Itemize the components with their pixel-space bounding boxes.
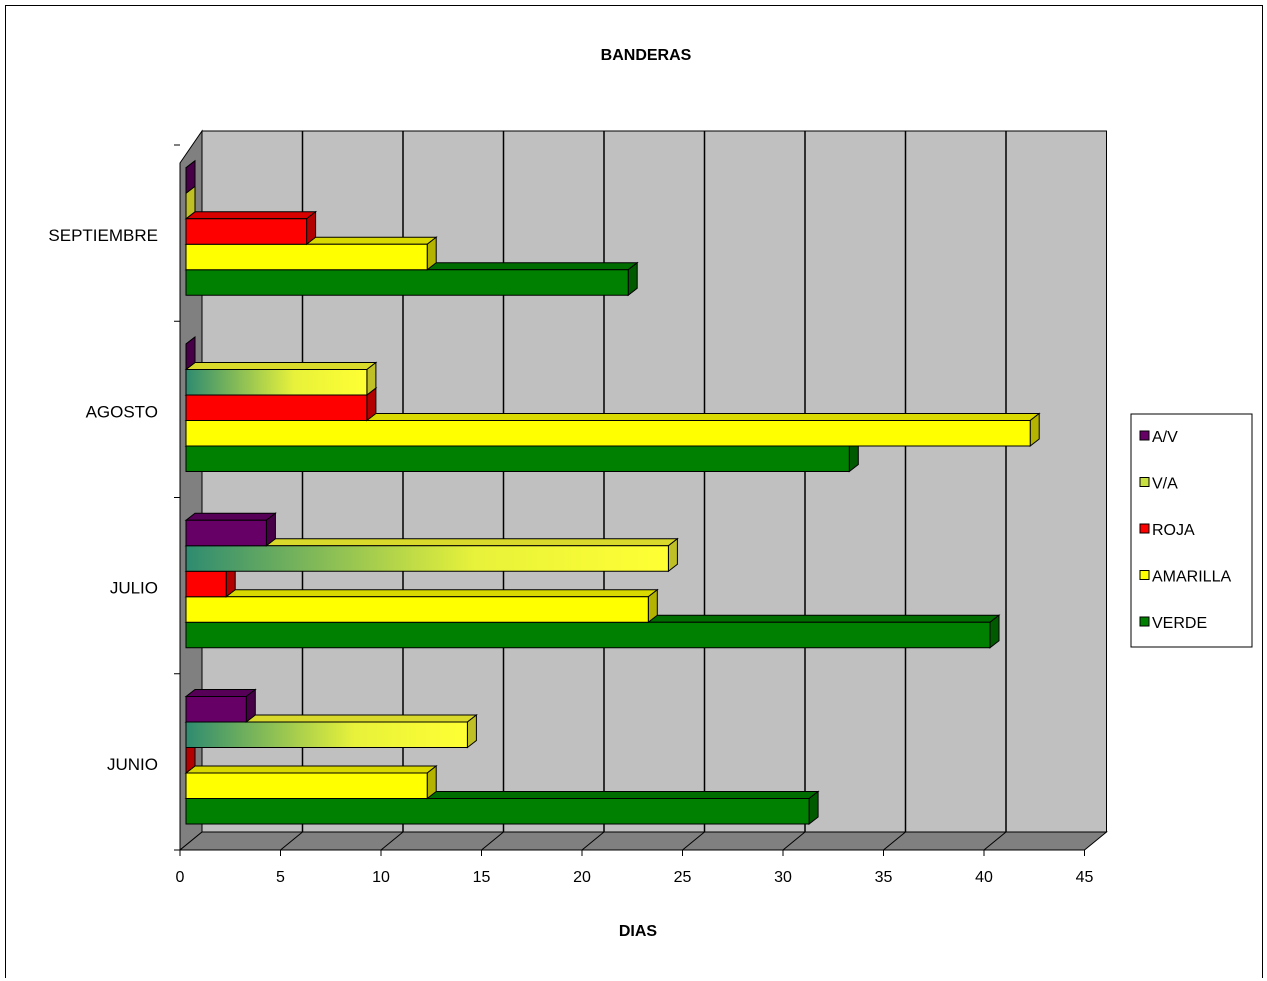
bar-top: [184, 689, 257, 697]
x-tick-label: 45: [1076, 869, 1094, 886]
bar-front: [185, 621, 991, 649]
bar-amarilla-julio: [184, 588, 659, 624]
category-label: JUNIO: [107, 755, 158, 774]
legend-label: AMARILLA: [1152, 569, 1231, 586]
floor-gridline: [581, 831, 605, 851]
bar-av-septiembre: [185, 159, 196, 195]
x-tick-label: 30: [774, 869, 792, 886]
plot-area: 0 5 10 15 20 25 30 35 40 45 JUNIO JULIO AGOSTO SEPTIE…: [48, 129, 1108, 886]
bar-av-julio: [184, 512, 277, 547]
legend-box: [1130, 413, 1253, 648]
bar-amarilla-agosto: [184, 412, 1041, 448]
x-tick-label: 5: [276, 869, 285, 886]
x-tick-label: 10: [372, 869, 390, 886]
bar-va-agosto: [184, 361, 378, 397]
chart-frame: [5, 5, 1263, 978]
bar-front: [185, 519, 267, 547]
legend-swatch: [1139, 477, 1150, 487]
bar-front: [185, 596, 649, 623]
category-label: JULIO: [110, 579, 158, 598]
bar-front: [185, 721, 468, 748]
bar-top: [184, 362, 378, 370]
floor-gridline: [280, 831, 303, 851]
floor-gridline: [983, 831, 1007, 851]
bar-front: [185, 394, 368, 421]
bar-front: [185, 696, 247, 723]
bar-front: [185, 545, 669, 572]
bar-top: [184, 765, 438, 774]
bar-front: [185, 420, 1031, 447]
floor-gridline: [380, 831, 404, 851]
legend-label: VERDE: [1152, 615, 1207, 632]
bar-va-junio: [184, 713, 478, 749]
bar-top: [184, 589, 659, 598]
x-tick-label: 0: [176, 869, 185, 886]
bar-front: [185, 772, 428, 799]
bar-top: [184, 512, 277, 521]
floor: [178, 831, 1108, 851]
legend-label: V/A: [1152, 476, 1178, 493]
legend-label: ROJA: [1152, 522, 1195, 539]
x-tick-label: 20: [573, 869, 591, 886]
category-label: AGOSTO: [86, 402, 158, 421]
bar-top: [184, 211, 318, 220]
bar-av-agosto: [185, 335, 196, 371]
x-axis-title: DIAS: [619, 923, 658, 940]
bar-front: [185, 218, 308, 245]
legend-swatch: [1139, 430, 1150, 441]
chart-title: BANDERAS: [601, 47, 692, 64]
bar-front: [185, 243, 428, 271]
bar-roja-septiembre: [184, 210, 318, 246]
legend-swatch: [1139, 570, 1150, 580]
floor-gridline: [782, 831, 806, 851]
floor-gridline: [682, 831, 705, 851]
bar-amarilla-junio: [184, 764, 438, 800]
bar-front: [185, 570, 227, 598]
legend-swatch: [1139, 523, 1150, 534]
bar-front: [185, 798, 810, 825]
bar-front: [185, 369, 368, 396]
bar-front: [185, 445, 850, 472]
bar-front: [185, 269, 629, 296]
legend-swatch: [1139, 616, 1150, 627]
category-label: SEPTIEMBRE: [48, 226, 158, 245]
legend: A/V V/A ROJA AMARILLA VERDE: [1130, 413, 1253, 648]
legend-label: A/V: [1152, 429, 1178, 446]
x-tick-label: 25: [674, 869, 692, 886]
x-tick-label: 40: [975, 869, 993, 886]
bar-av-junio: [184, 688, 257, 724]
floor-gridline: [883, 831, 906, 851]
x-tick-label: 15: [473, 869, 491, 886]
floor-gridline: [481, 831, 504, 851]
x-tick-label: 35: [875, 869, 893, 886]
